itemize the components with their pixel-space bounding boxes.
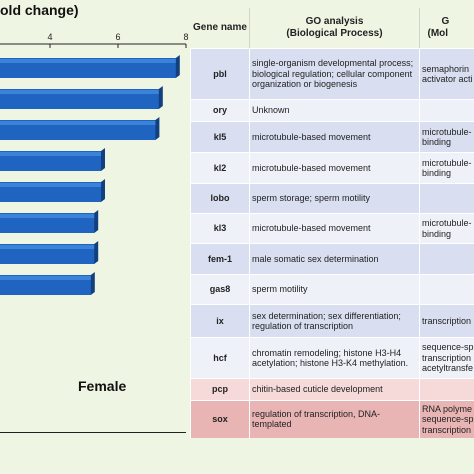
chart-title: old change) [0,2,79,18]
molecular-function-cell [419,183,474,214]
gene-name-cell: ory [190,99,250,122]
bar-highlight [0,121,156,125]
gene-name-cell: gas8 [190,274,250,305]
biological-process-cell: single-organism developmental process; b… [249,48,420,100]
molecular-function-cell: sequence-sp transcription acetyltransfe [419,337,474,379]
molecular-function-cell: RNA polyme sequence-sp transcription [419,400,474,438]
header-separator [249,8,250,48]
biological-process-cell: chitin-based cuticle development [249,378,420,401]
table-row: kl2 microtubule-based movement microtubule… [190,152,474,184]
biological-process-cell: microtubule-based movement [249,121,420,153]
gene-name-cell: pcp [190,378,250,401]
bar-highlight [0,183,101,187]
header-biological-process: GO analysis (Biological Process) [250,8,420,49]
header-gene-name: Gene name [193,22,247,33]
gene-name-cell: hcf [190,337,250,379]
gene-name-cell: lobo [190,183,250,214]
go-analysis-table: Gene name GO analysis (Biological Proces… [190,8,474,438]
header-bp-line1: GO analysis [305,16,364,27]
gene-name-cell: kl2 [190,152,250,184]
molecular-function-cell: microtubule- binding [419,121,474,153]
table-row: kl3 microtubule-based movement microtubule… [190,213,474,244]
x-tick-label: 6 [115,32,120,42]
table-row: gas8 sperm motility [190,274,474,305]
table-row: ix sex determination; sex differentiation… [190,304,474,338]
table-row: hcf chromatin remodeling; histone H3-H4 a… [190,337,474,379]
table-row: pbl single-organism developmental process… [190,48,474,100]
bar-highlight [0,90,159,94]
gene-name-cell: fem-1 [190,243,250,275]
molecular-function-cell [419,99,474,122]
header-separator [419,8,420,48]
biological-process-cell: sperm motility [249,274,420,305]
bar-highlight [0,245,95,249]
bar-highlight [0,276,91,280]
molecular-function-cell: microtubule- binding [419,213,474,244]
molecular-function-cell [419,378,474,401]
biological-process-cell: chromatin remodeling; histone H3-H4 acet… [249,337,420,379]
biological-process-cell: sperm storage; sperm motility [249,183,420,214]
molecular-function-cell [419,243,474,275]
biological-process-cell: male somatic sex determination [249,243,420,275]
table-row: ory Unknown [190,99,474,122]
molecular-function-cell: microtubule- binding [419,152,474,184]
table-row: kl5 microtubule-based movement microtubule… [190,121,474,153]
table-row: pcp chitin-based cuticle development [190,378,474,401]
header-molecular-function: G (Mol [420,8,474,49]
biological-process-cell: Unknown [249,99,420,122]
biological-process-cell: microtubule-based movement [249,152,420,184]
gene-name-cell: kl5 [190,121,250,153]
x-tick-label: 4 [47,32,52,42]
x-tick-label: 8 [183,32,188,42]
biological-process-cell: microtubule-based movement [249,213,420,244]
table-row: fem-1 male somatic sex determination [190,243,474,275]
gene-name-cell: kl3 [190,213,250,244]
table-row: lobo sperm storage; sperm motility [190,183,474,214]
biological-process-cell: sex determination; sex differentiation; … [249,304,420,338]
molecular-function-cell: semaphorin activator acti [419,48,474,100]
gene-name-cell: ix [190,304,250,338]
bar-highlight [0,59,176,63]
table-row: sox regulation of transcription, DNA-temp… [190,400,474,438]
bar-highlight [0,214,95,218]
bar-highlight [0,152,101,156]
molecular-function-cell [419,274,474,305]
table-header-row: Gene name GO analysis (Biological Proces… [191,8,474,49]
bar-chart: 2468 [0,32,189,295]
header-mf-line2: (Mol [427,28,449,39]
header-mf-line1: G [441,16,450,27]
header-bp-line2: (Biological Process) [286,28,383,39]
group-label: Female [78,378,127,394]
biological-process-cell: regulation of transcription, DNA-templat… [249,400,420,438]
gene-name-cell: sox [190,400,250,438]
gene-name-cell: pbl [190,48,250,100]
molecular-function-cell: transcription [419,304,474,338]
bottom-axis-line [0,432,186,433]
